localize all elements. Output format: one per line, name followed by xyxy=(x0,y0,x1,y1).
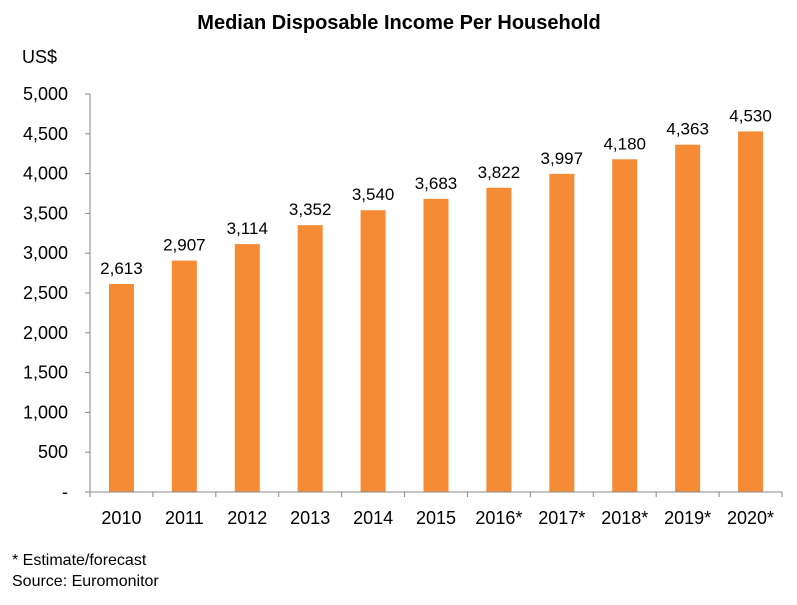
data-labels: 2,613 2,907 3,114 3,352 3,540 3,683 3,822 3,997… xyxy=(100,106,772,278)
bar xyxy=(171,260,197,492)
bar xyxy=(297,225,323,493)
bar xyxy=(612,159,638,492)
y-tick-label: 3,500 xyxy=(23,203,68,223)
chart-title: Median Disposable Income Per Household xyxy=(197,12,600,34)
y-tick-label: 5,000 xyxy=(23,84,68,104)
data-label: 4,180 xyxy=(603,134,646,153)
data-label: 3,997 xyxy=(541,149,584,168)
data-label: 3,540 xyxy=(352,185,395,204)
data-label: 4,363 xyxy=(666,120,709,139)
data-label: 3,683 xyxy=(415,174,458,193)
y-tick-label: 3,000 xyxy=(23,243,68,263)
bar xyxy=(360,210,386,492)
y-tick-label: 1,500 xyxy=(23,363,68,383)
x-tick-label: 2012 xyxy=(227,508,267,528)
x-tick-label: 2019* xyxy=(664,508,711,528)
bar xyxy=(423,198,449,493)
bar xyxy=(234,244,260,492)
data-label: 3,352 xyxy=(289,200,332,219)
bar xyxy=(738,131,764,493)
bars xyxy=(108,131,764,493)
data-label: 3,822 xyxy=(478,163,521,182)
x-axis-ticks: 2010 2011 2012 2013 2014 2015 2016* 2017* 2018* 2… xyxy=(89,492,783,528)
y-tick-label: 500 xyxy=(38,442,68,462)
bar xyxy=(108,284,134,492)
y-axis-ticks: - 500 1,000 1,500 2,000 2,500 3,000 3,500 4,000 4… xyxy=(23,84,90,502)
x-tick-label: 2018* xyxy=(601,508,648,528)
y-tick-label: 4,000 xyxy=(23,164,68,184)
x-tick-label: 2014 xyxy=(353,508,393,528)
data-label: 2,907 xyxy=(163,236,206,255)
source-note: Source: Euromonitor xyxy=(12,573,159,590)
x-tick-label: 2020* xyxy=(727,508,774,528)
y-tick-label: - xyxy=(62,482,68,502)
y-axis-unit-label: US$ xyxy=(22,47,57,67)
data-label: 4,530 xyxy=(729,106,772,125)
bar xyxy=(675,144,701,492)
x-tick-label: 2015 xyxy=(416,508,456,528)
x-tick-label: 2011 xyxy=(165,508,204,528)
y-tick-label: 1,000 xyxy=(23,402,68,422)
y-tick-label: 2,500 xyxy=(23,283,68,303)
bar xyxy=(549,173,575,492)
x-tick-label: 2017* xyxy=(538,508,585,528)
x-tick-label: 2016* xyxy=(475,508,522,528)
y-tick-label: 4,500 xyxy=(23,124,68,144)
data-label: 2,613 xyxy=(100,259,143,278)
data-label: 3,114 xyxy=(227,219,268,238)
x-tick-label: 2010 xyxy=(101,508,141,528)
bar xyxy=(486,187,512,492)
footnote: * Estimate/forecast xyxy=(12,552,147,569)
y-tick-label: 2,000 xyxy=(23,323,68,343)
x-tick-label: 2013 xyxy=(290,508,330,528)
